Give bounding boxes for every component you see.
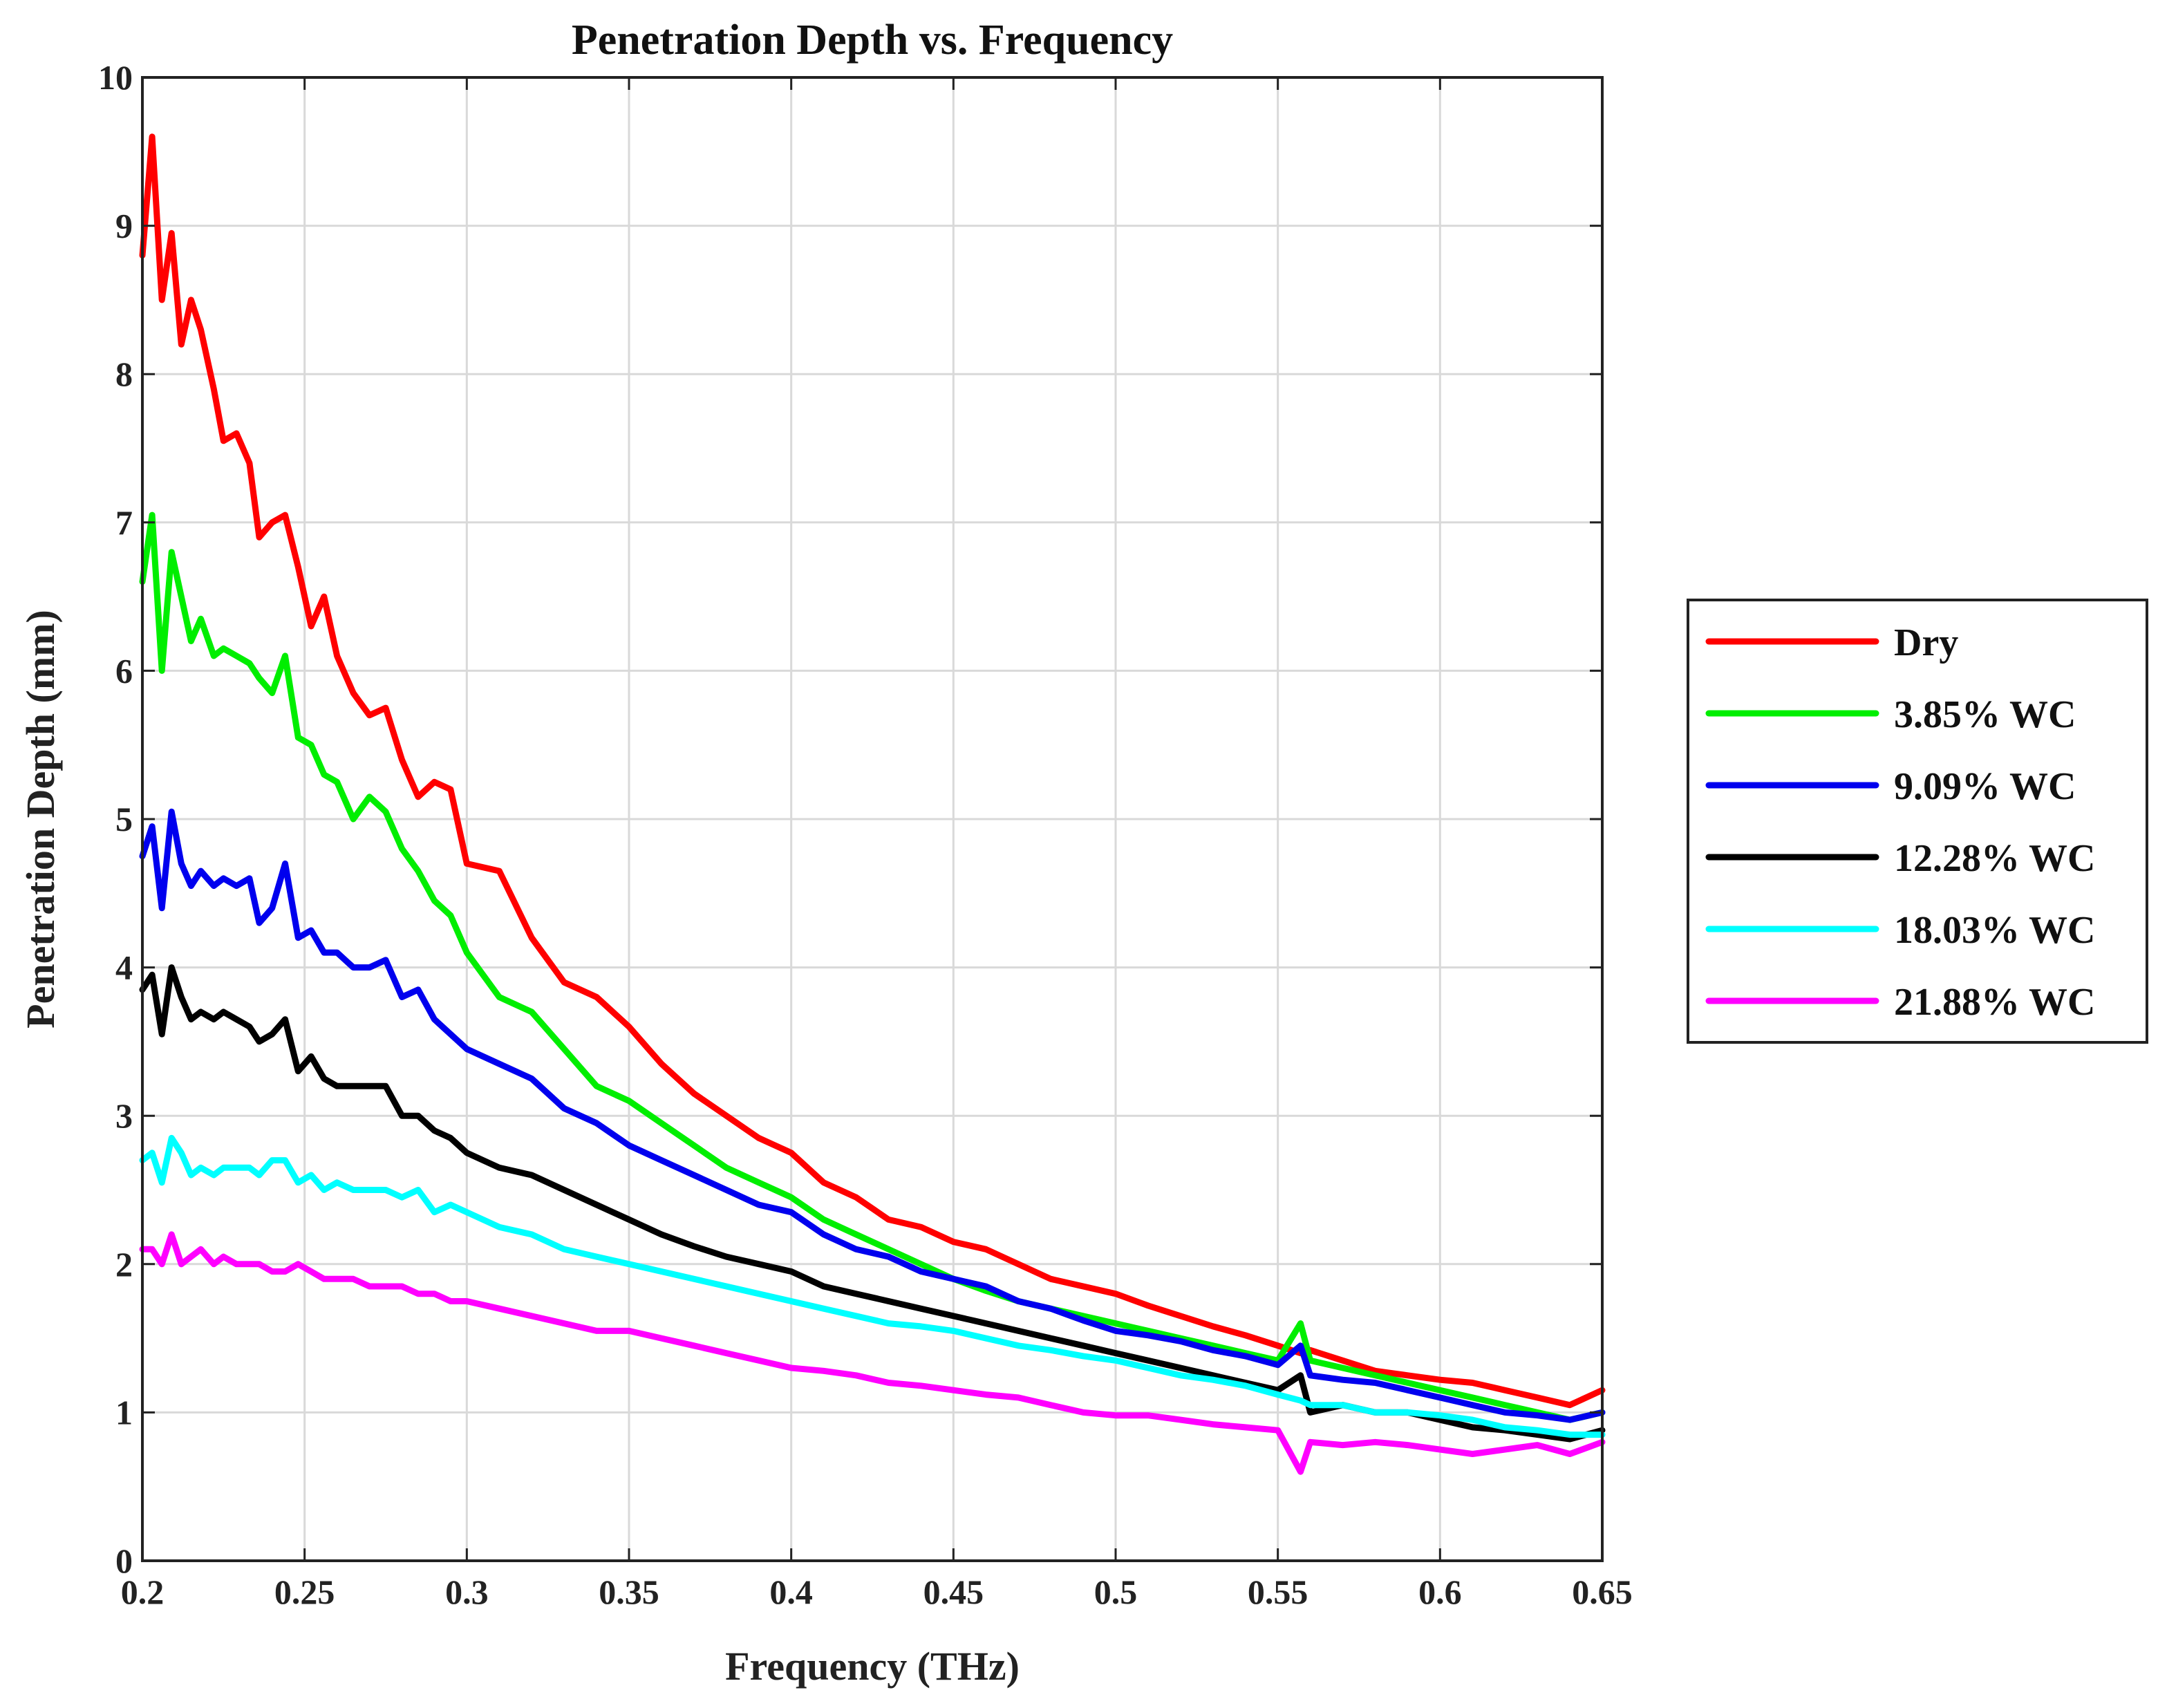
y-axis-ticks: 0 1 2 3 4 5 6 7 8 9 10 bbox=[98, 58, 1602, 1580]
x-axis-ticks: 0.2 0.25 0.3 0.35 0.4 0.45 0.5 0.55 0.6 0.65 bbox=[121, 77, 1633, 1611]
data-series bbox=[139, 133, 1606, 1475]
y-axis-label: Penetration Depth (mm) bbox=[18, 610, 63, 1029]
y-tick-label: 5 bbox=[115, 800, 133, 838]
series-line-21-88-wc bbox=[139, 1231, 1606, 1475]
x-tick-label: 0.5 bbox=[1094, 1573, 1138, 1611]
x-tick-label: 0.65 bbox=[1572, 1573, 1633, 1611]
legend: Dry 3.85% WC 9.09% WC 12.28% WC 18.03% WC 21.… bbox=[1687, 599, 2148, 1044]
y-tick-label: 9 bbox=[115, 207, 133, 245]
x-tick-label: 0.45 bbox=[923, 1573, 984, 1611]
series-line-18-03-wc bbox=[139, 1134, 1606, 1438]
x-tick-label: 0.55 bbox=[1248, 1573, 1308, 1611]
legend-label-12-28-wc: 12.28% WC bbox=[1894, 837, 2095, 880]
legend-items: Dry 3.85% WC 9.09% WC 12.28% WC 18.03% WC 21.… bbox=[1705, 621, 2095, 1024]
x-tick-label: 0.25 bbox=[274, 1573, 335, 1611]
series-line-9-09-wc bbox=[139, 808, 1606, 1423]
legend-label-9-09-wc: 9.09% WC bbox=[1894, 765, 2076, 808]
x-tick-label: 0.35 bbox=[599, 1573, 659, 1611]
y-tick-label: 1 bbox=[115, 1393, 133, 1432]
y-tick-label: 2 bbox=[115, 1245, 133, 1284]
legend-label-21-88-wc: 21.88% WC bbox=[1894, 981, 2095, 1024]
y-tick-label: 3 bbox=[115, 1096, 133, 1135]
legend-label-18-03-wc: 18.03% WC bbox=[1894, 909, 2095, 952]
y-tick-label: 4 bbox=[115, 948, 133, 987]
x-tick-label: 0.2 bbox=[121, 1573, 165, 1611]
y-tick-label: 7 bbox=[115, 503, 133, 542]
legend-label-dry: Dry bbox=[1894, 621, 1958, 664]
y-tick-label: 10 bbox=[98, 58, 133, 97]
y-tick-label: 8 bbox=[115, 355, 133, 393]
y-tick-label: 6 bbox=[115, 651, 133, 690]
series-line-3-85-wc bbox=[139, 512, 1606, 1423]
legend-label-3-85-wc: 3.85% WC bbox=[1894, 693, 2076, 736]
x-tick-label: 0.6 bbox=[1418, 1573, 1462, 1611]
x-axis-label: Frequency (THz) bbox=[725, 1644, 1020, 1689]
series-line-12-28-wc bbox=[139, 964, 1606, 1443]
chart-title: Penetration Depth vs. Frequency bbox=[572, 17, 1173, 64]
y-tick-label: 0 bbox=[115, 1541, 133, 1580]
x-tick-label: 0.4 bbox=[769, 1573, 813, 1611]
x-tick-label: 0.3 bbox=[445, 1573, 489, 1611]
legend-box bbox=[1687, 599, 2148, 1044]
